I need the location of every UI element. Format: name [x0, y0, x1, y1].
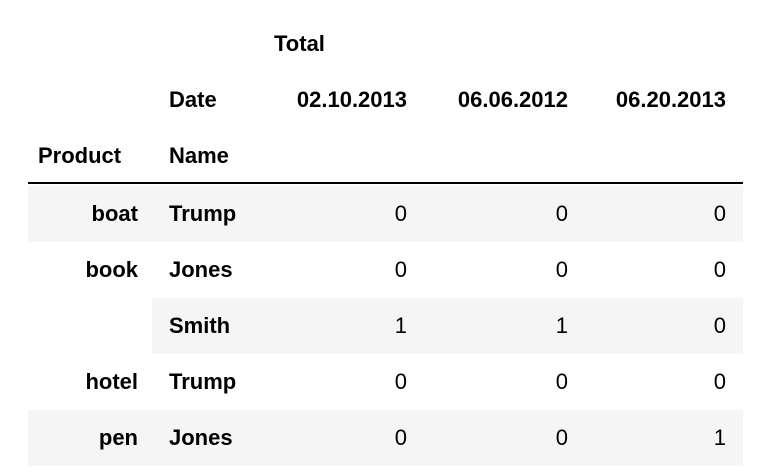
row-stripe [28, 186, 743, 242]
table-cell: 0 [555, 425, 568, 450]
row-name-label: Smith [169, 313, 231, 338]
table-cell: 0 [394, 257, 407, 282]
column-index-name: Date [169, 87, 217, 112]
row-product-label: book [85, 257, 138, 282]
table-cell: 1 [394, 313, 407, 338]
row-product-label: hotel [85, 369, 138, 394]
header-divider [28, 182, 743, 184]
table-cell: 0 [713, 313, 726, 338]
row-product-label: boat [91, 201, 138, 226]
table-cell: 0 [555, 369, 568, 394]
row-product-label [28, 298, 138, 354]
table-cell: 0 [394, 201, 407, 226]
table-cell: 0 [713, 257, 726, 282]
table-cell: 0 [555, 201, 568, 226]
row-name-label: Trump [169, 369, 237, 394]
table-cell: 0 [713, 369, 726, 394]
row-name-label: Trump [169, 201, 237, 226]
row-index-name-name: Name [169, 143, 229, 168]
column-header: 02.10.2013 [296, 87, 407, 112]
row-index-name-product: Product [38, 143, 122, 168]
row-product-label: pen [98, 425, 138, 450]
table-cell: 1 [555, 313, 568, 338]
row-name-label: Jones [169, 425, 233, 450]
table-cell: 0 [555, 257, 568, 282]
table-cell: 0 [394, 369, 407, 394]
table-cell: 0 [713, 201, 726, 226]
table-cell: 1 [713, 425, 726, 450]
row-stripe [28, 410, 743, 466]
column-header: 06.06.2012 [457, 87, 568, 112]
column-level-header: Total [274, 31, 325, 56]
row-name-label: Jones [169, 257, 233, 282]
table-cell: 0 [394, 425, 407, 450]
column-header: 06.20.2013 [615, 87, 726, 112]
row-stripe [152, 298, 743, 354]
